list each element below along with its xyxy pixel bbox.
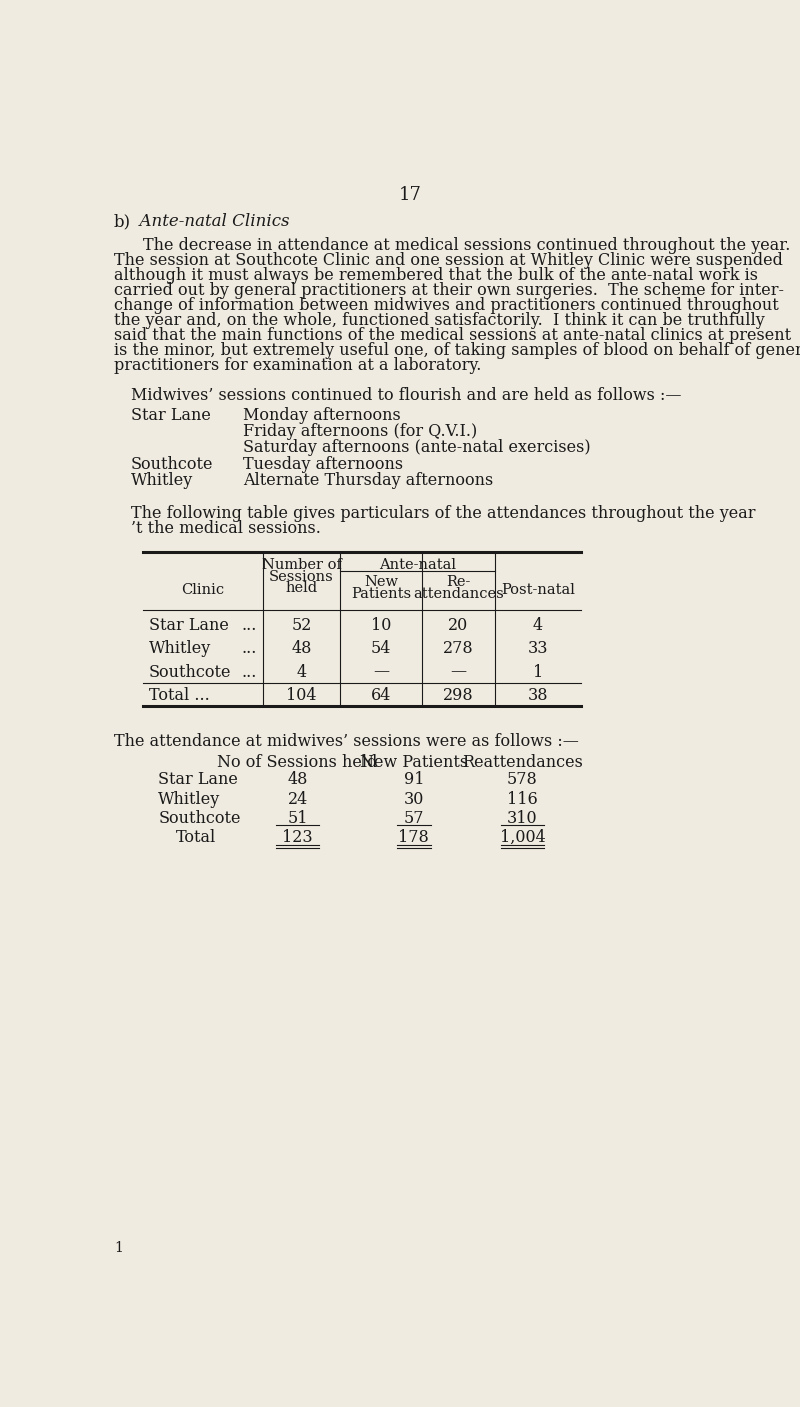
Text: Saturday afternoons (ante-natal exercises): Saturday afternoons (ante-natal exercise… (243, 439, 591, 456)
Text: Southcote: Southcote (131, 456, 214, 473)
Text: ’t the medical sessions.: ’t the medical sessions. (131, 521, 321, 537)
Text: the year and, on the whole, functioned satisfactorily.  I think it can be truthf: the year and, on the whole, functioned s… (114, 312, 765, 329)
Text: Post-natal: Post-natal (501, 582, 575, 597)
Text: The following table gives particulars of the attendances throughout the year: The following table gives particulars of… (131, 505, 755, 522)
Text: 52: 52 (291, 618, 312, 635)
Text: Star Lane: Star Lane (158, 771, 238, 788)
Text: change of information between midwives and practitioners continued throughout: change of information between midwives a… (114, 297, 778, 314)
Text: 4: 4 (533, 618, 543, 635)
Text: 24: 24 (287, 791, 308, 808)
Text: New: New (364, 575, 398, 590)
Text: New Patients: New Patients (360, 754, 468, 771)
Text: The decrease in attendance at medical sessions continued throughout the year.: The decrease in attendance at medical se… (142, 236, 790, 253)
Text: 178: 178 (398, 829, 430, 846)
Text: Whitley: Whitley (131, 471, 194, 488)
Text: 4: 4 (297, 664, 306, 681)
Text: although it must always be remembered that the bulk of the ante-natal work is: although it must always be remembered th… (114, 267, 758, 284)
Text: 116: 116 (507, 791, 538, 808)
Text: Clinic: Clinic (181, 582, 224, 597)
Text: 104: 104 (286, 687, 317, 704)
Text: Total ...: Total ... (149, 687, 210, 704)
Text: Whitley: Whitley (149, 640, 211, 657)
Text: practitioners for examination at a laboratory.: practitioners for examination at a labor… (114, 357, 482, 374)
Text: Whitley: Whitley (158, 791, 220, 808)
Text: —: — (373, 664, 389, 681)
Text: attendances: attendances (413, 587, 504, 601)
Text: Monday afternoons: Monday afternoons (243, 407, 401, 424)
Text: Number of: Number of (262, 559, 342, 573)
Text: —: — (450, 664, 466, 681)
Text: Friday afternoons (for Q.V.I.): Friday afternoons (for Q.V.I.) (243, 424, 478, 440)
Text: ...: ... (241, 618, 257, 635)
Text: is the minor, but extremely useful one, of taking samples of blood on behalf of : is the minor, but extremely useful one, … (114, 342, 800, 359)
Text: 1: 1 (114, 1241, 123, 1255)
Text: 1,004: 1,004 (499, 829, 546, 846)
Text: Star Lane: Star Lane (149, 618, 229, 635)
Text: ...: ... (241, 640, 257, 657)
Text: 33: 33 (528, 640, 548, 657)
Text: 298: 298 (443, 687, 474, 704)
Text: 48: 48 (287, 771, 308, 788)
Text: Star Lane: Star Lane (131, 407, 211, 424)
Text: Total: Total (176, 829, 216, 846)
Text: 48: 48 (291, 640, 312, 657)
Text: said that the main functions of the medical sessions at ante-natal clinics at pr: said that the main functions of the medi… (114, 326, 791, 343)
Text: 51: 51 (287, 810, 308, 827)
Text: 38: 38 (528, 687, 548, 704)
Text: 310: 310 (507, 810, 538, 827)
Text: Sessions: Sessions (269, 570, 334, 584)
Text: 578: 578 (507, 771, 538, 788)
Text: 57: 57 (404, 810, 424, 827)
Text: 20: 20 (448, 618, 469, 635)
Text: 54: 54 (370, 640, 391, 657)
Text: 1: 1 (533, 664, 543, 681)
Text: Midwives’ sessions continued to flourish and are held as follows :—: Midwives’ sessions continued to flourish… (131, 387, 682, 404)
Text: Re-: Re- (446, 575, 470, 590)
Text: 123: 123 (282, 829, 313, 846)
Text: Ante-natal: Ante-natal (379, 559, 456, 573)
Text: 10: 10 (370, 618, 391, 635)
Text: 30: 30 (404, 791, 424, 808)
Text: The attendance at midwives’ sessions were as follows :—: The attendance at midwives’ sessions wer… (114, 733, 579, 750)
Text: 278: 278 (443, 640, 474, 657)
Text: Patients: Patients (351, 587, 411, 601)
Text: Reattendances: Reattendances (462, 754, 583, 771)
Text: 91: 91 (404, 771, 424, 788)
Text: The session at Southcote Clinic and one session at Whitley Clinic were suspended: The session at Southcote Clinic and one … (114, 252, 783, 269)
Text: carried out by general practitioners at their own surgeries.  The scheme for int: carried out by general practitioners at … (114, 281, 784, 298)
Text: ...: ... (241, 664, 257, 681)
Text: 17: 17 (398, 186, 422, 204)
Text: Ante-natal Clinics: Ante-natal Clinics (130, 214, 290, 231)
Text: Alternate Thursday afternoons: Alternate Thursday afternoons (243, 471, 494, 488)
Text: Southcote: Southcote (158, 810, 241, 827)
Text: Southcote: Southcote (149, 664, 231, 681)
Text: 64: 64 (370, 687, 391, 704)
Text: Tuesday afternoons: Tuesday afternoons (243, 456, 403, 473)
Text: held: held (286, 581, 318, 595)
Text: b): b) (114, 214, 131, 231)
Text: No of Sessions held: No of Sessions held (218, 754, 378, 771)
